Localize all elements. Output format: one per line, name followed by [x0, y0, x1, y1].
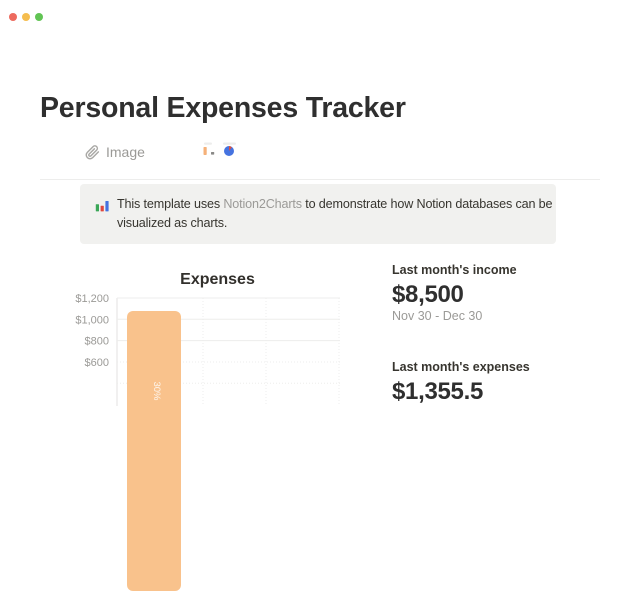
svg-text:$1,200: $1,200: [75, 293, 109, 305]
svg-text:$1,000: $1,000: [75, 314, 109, 326]
svg-text:$600: $600: [85, 357, 109, 369]
svg-text:$800: $800: [85, 336, 109, 348]
svg-text:30%: 30%: [151, 381, 162, 401]
